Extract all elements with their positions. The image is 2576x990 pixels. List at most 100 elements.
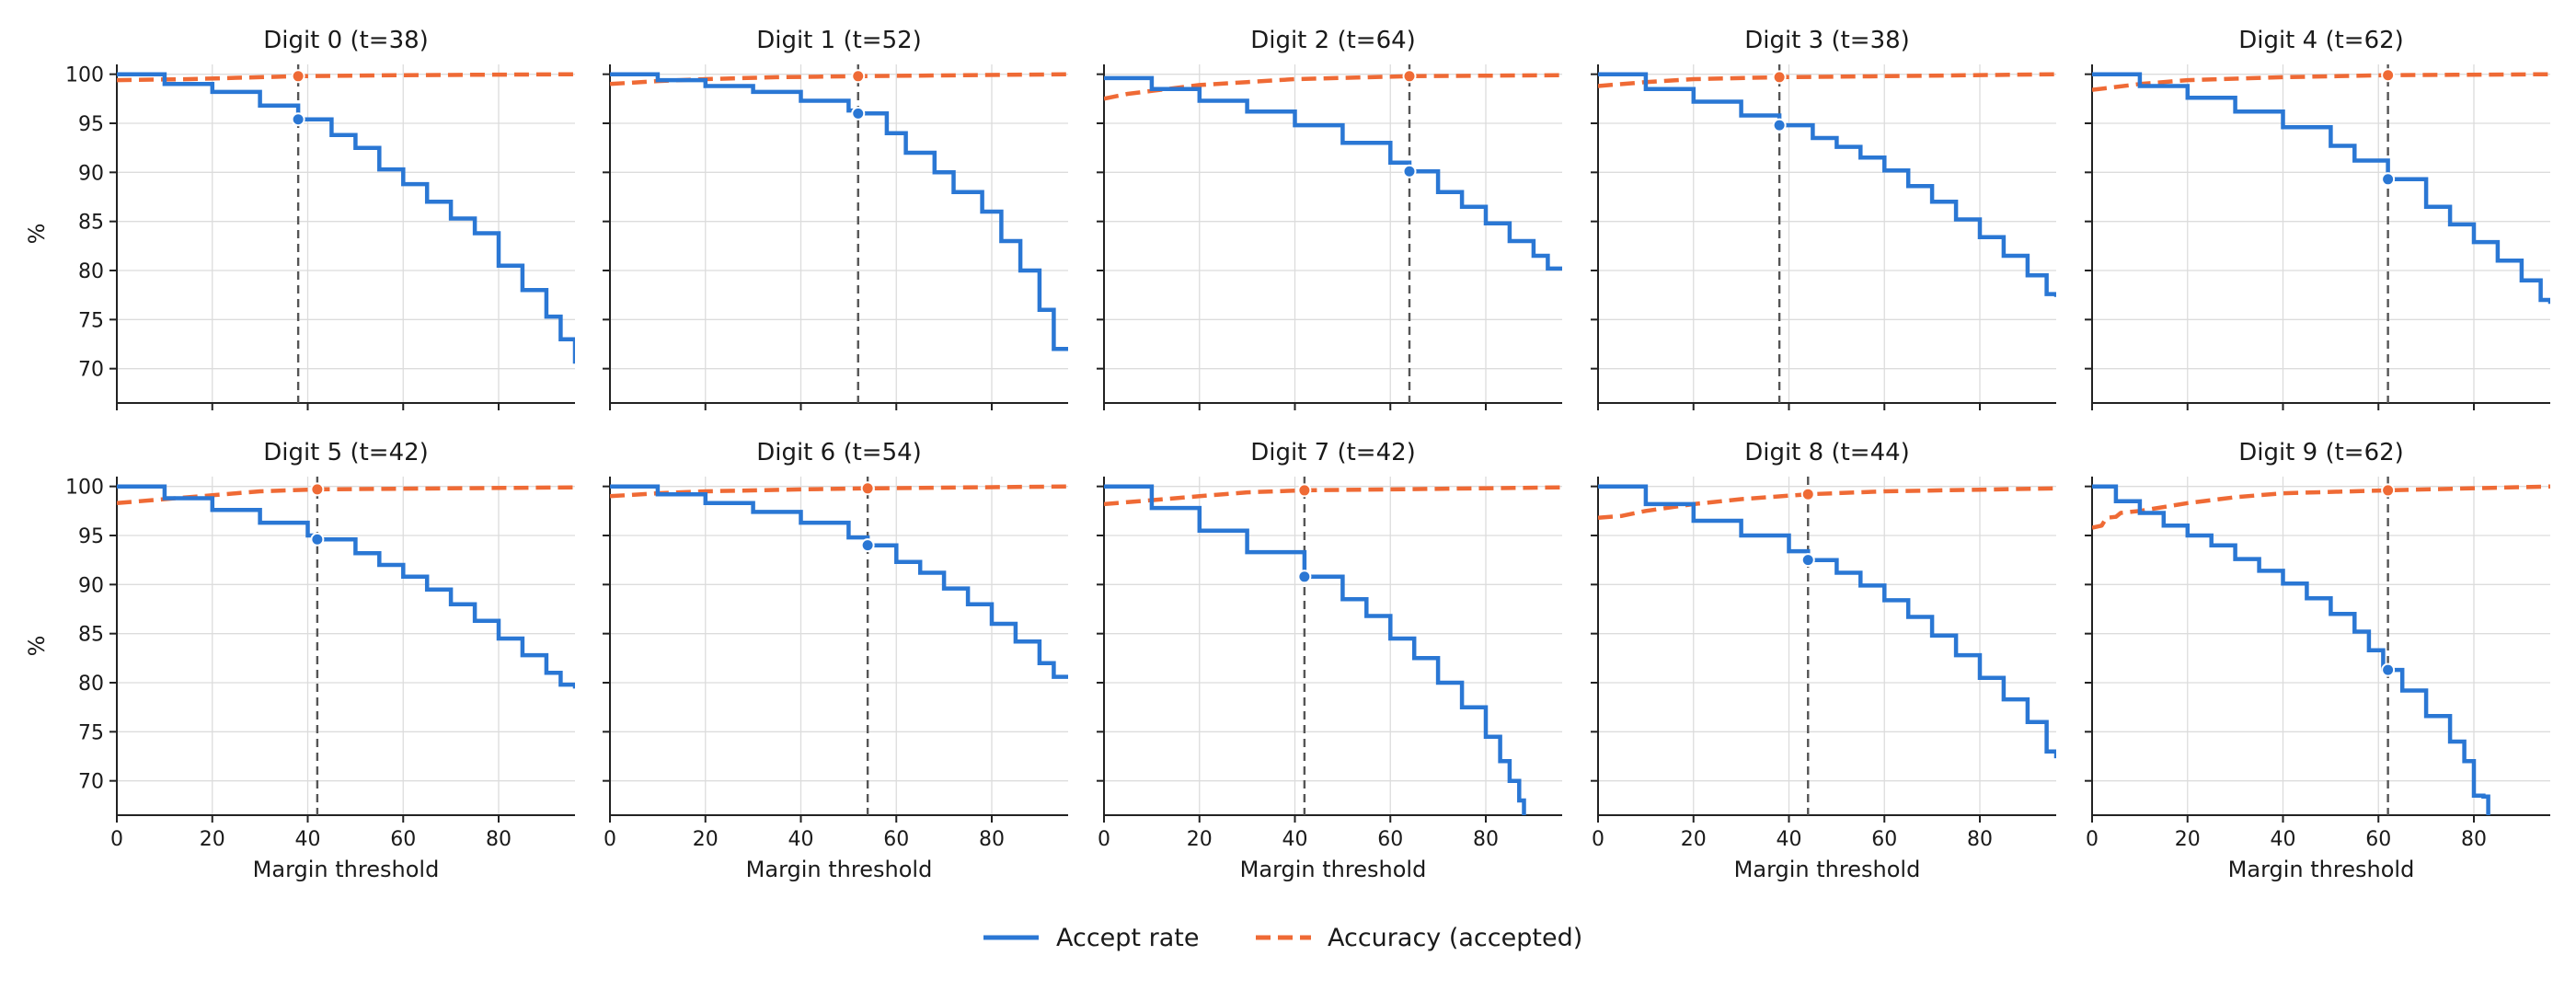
accuracy-line (1104, 73, 1562, 101)
x-axis-label: Margin threshold (2228, 857, 2415, 882)
accuracy-marker (851, 69, 866, 84)
accept-rate-line (610, 484, 1068, 679)
y-tick-label: 95 (78, 525, 104, 548)
panel-title: Digit 6 (t=54) (756, 439, 922, 466)
accept-rate-line (1598, 72, 2056, 297)
y-tick-label: 100 (65, 64, 104, 87)
accuracy-line (2092, 484, 2550, 530)
accept-rate-marker (1800, 553, 1815, 568)
accept-rate-marker (2381, 662, 2396, 677)
accept-rate-marker (1772, 118, 1787, 132)
x-tick-label: 20 (1187, 828, 1213, 851)
x-tick-label: 0 (1098, 828, 1110, 851)
y-tick-label: 80 (78, 673, 104, 696)
panel-digit-3: Digit 3 (t=38) (1591, 27, 2056, 410)
x-tick-label: 60 (390, 828, 416, 851)
x-tick-label: 40 (295, 828, 321, 851)
plot-area (2092, 64, 2550, 403)
x-tick-label: 0 (1592, 828, 1604, 851)
accuracy-line (117, 72, 575, 83)
x-tick-label: 60 (883, 828, 909, 851)
y-tick-label: 85 (78, 624, 104, 647)
x-tick-label: 80 (486, 828, 512, 851)
accept-rate-marker (860, 538, 875, 553)
panel-digit-7: 0 20 40 60 80 Digit 7 (t=42) Margin threshold (1097, 439, 1562, 882)
accept-rate-line (1104, 75, 1562, 271)
panel-title: Digit 1 (t=52) (756, 27, 922, 54)
accept-rate-line (117, 484, 575, 689)
accuracy-marker (860, 481, 875, 496)
x-tick-label: 0 (2086, 828, 2099, 851)
x-axis-label: Margin threshold (1240, 857, 1427, 882)
panel-title: Digit 3 (t=38) (1744, 27, 1910, 54)
accept-rate-marker (2381, 172, 2396, 187)
y-tick-label: 90 (78, 162, 104, 185)
panel-title: Digit 2 (t=64) (1250, 27, 1416, 54)
plot-area (1598, 477, 2056, 815)
x-tick-label: 20 (693, 828, 719, 851)
accept-rate-marker (851, 106, 866, 121)
plot-area (1598, 64, 2056, 403)
plot-area (2092, 477, 2550, 815)
accuracy-marker (310, 482, 325, 497)
y-tick-label: 90 (78, 574, 104, 597)
y-tick-label: 75 (78, 721, 104, 744)
plot-area (610, 64, 1068, 403)
x-tick-label: 80 (1967, 828, 1993, 851)
legend: Accept rate Accuracy (accepted) (983, 924, 1582, 952)
accept-rate-marker (291, 112, 305, 127)
accuracy-line (117, 485, 575, 506)
x-tick-label: 80 (2461, 828, 2487, 851)
panel-title: Digit 7 (t=42) (1250, 439, 1416, 466)
x-axis-label: Margin threshold (253, 857, 440, 882)
x-tick-label: 60 (1377, 828, 1403, 851)
accept-rate-line (1104, 484, 1526, 815)
accept-rate-line (1598, 484, 2056, 759)
panel-title: Digit 0 (t=38) (263, 27, 429, 54)
panel-title: Digit 8 (t=44) (1744, 439, 1910, 466)
panel-digit-8: 0 20 40 60 80 Digit 8 (t=44) Margin threshold (1591, 439, 2056, 882)
panel-digit-1: Digit 1 (t=52) (603, 27, 1068, 410)
panel-title: Digit 5 (t=42) (263, 439, 429, 466)
y-axis-label: % (24, 224, 50, 245)
x-tick-label: 20 (200, 828, 225, 851)
x-tick-label: 0 (110, 828, 123, 851)
plot-area (610, 477, 1068, 815)
accept-rate-line (2092, 484, 2490, 815)
panel-digit-0: 70 75 80 85 90 95 100 Digit 0 (t=38)% (24, 27, 575, 410)
accuracy-marker (1800, 487, 1815, 501)
x-tick-label: 40 (1777, 828, 1802, 851)
x-axis-label: Margin threshold (1734, 857, 1921, 882)
x-tick-label: 20 (2175, 828, 2201, 851)
accept-rate-line (117, 72, 575, 364)
accuracy-line (1598, 72, 2056, 88)
accuracy-marker (1297, 483, 1312, 498)
x-tick-label: 0 (604, 828, 616, 851)
plot-area (117, 64, 575, 403)
x-tick-label: 80 (1473, 828, 1499, 851)
y-tick-label: 75 (78, 309, 104, 332)
panel-digit-2: Digit 2 (t=64) (1097, 27, 1562, 410)
panels: 70 75 80 85 90 95 100 Digit 0 (t=38)% Digit 1 (t… (24, 27, 2550, 882)
y-tick-label: 80 (78, 260, 104, 283)
y-tick-label: 70 (78, 359, 104, 382)
x-tick-label: 40 (2271, 828, 2296, 851)
x-tick-label: 20 (1681, 828, 1707, 851)
accept-rate-marker (1297, 570, 1312, 584)
plot-area (117, 477, 575, 815)
accuracy-line (1598, 486, 2056, 521)
x-tick-label: 40 (1282, 828, 1308, 851)
accept-rate-marker (1402, 164, 1417, 178)
panel-digit-9: 0 20 40 60 80 Digit 9 (t=62) Margin threshold (2085, 439, 2550, 882)
accuracy-marker (1772, 70, 1787, 85)
x-tick-label: 40 (788, 828, 814, 851)
x-axis-label: Margin threshold (746, 857, 933, 882)
accept-rate-line (2092, 72, 2550, 305)
x-tick-label: 60 (2365, 828, 2391, 851)
y-tick-label: 95 (78, 113, 104, 136)
panel-title: Digit 4 (t=62) (2238, 27, 2404, 54)
y-tick-label: 85 (78, 212, 104, 235)
accuracy-marker (1402, 69, 1417, 84)
panel-digit-6: 0 20 40 60 80 Digit 6 (t=54) Margin threshold (603, 439, 1068, 882)
legend-label-accept-rate: Accept rate (1056, 924, 1199, 952)
